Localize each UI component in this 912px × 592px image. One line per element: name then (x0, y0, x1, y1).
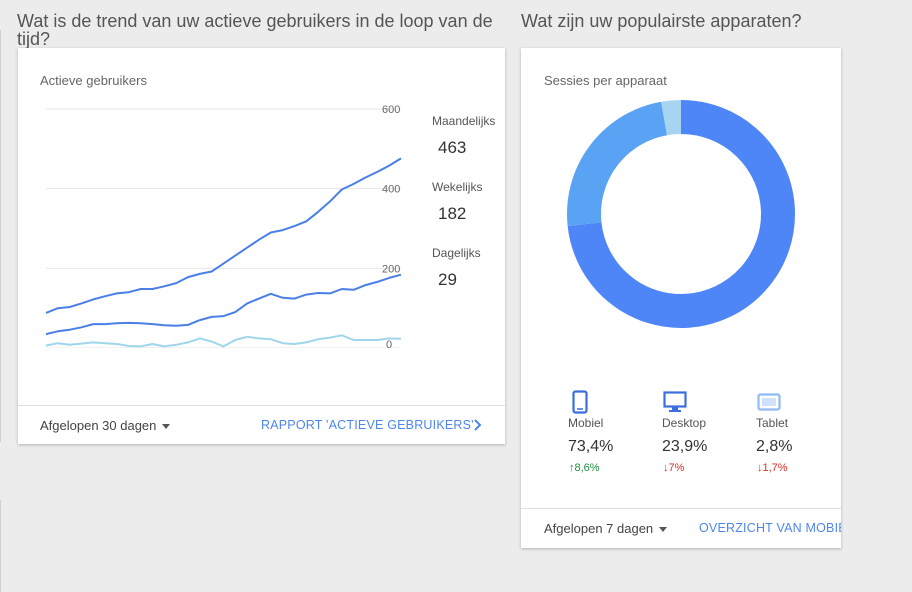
device-label-desktop: Desktop (662, 416, 707, 430)
caret-down-icon (162, 424, 171, 430)
card-title: Actieve gebruikers (40, 73, 147, 88)
chevron-right-icon[interactable] (473, 419, 483, 431)
donut-slice-mobiel (567, 100, 795, 328)
date-range-dropdown[interactable]: Afgelopen 7 dagen (544, 521, 668, 536)
donut-slice-tablet (661, 99, 682, 136)
date-range-label: Afgelopen 30 dagen (40, 418, 157, 433)
desktop-icon (663, 391, 687, 412)
active-users-report-link[interactable]: RAPPORT 'ACTIEVE GEBRUIKERS' (261, 418, 474, 432)
sessions-donut-chart (567, 99, 795, 328)
arrow-down-icon: ↓ (757, 462, 763, 474)
card-title: Sessies per apparaat (544, 73, 667, 88)
date-range-dropdown[interactable]: Afgelopen 30 dagen (40, 418, 171, 433)
device-percent-mobile: 73,4% (568, 438, 614, 455)
legend-label-monthly: Maandelijks (432, 114, 496, 128)
device-change-tablet: ↓1,7% (757, 462, 788, 474)
donut-slice-desktop (567, 101, 668, 226)
y-tick-label: 400 (382, 184, 400, 196)
device-percent-tablet: 2,8% (756, 438, 793, 455)
caret-down-icon (659, 527, 668, 533)
device-label-tablet: Tablet (756, 416, 789, 430)
legend-label-daily: Dagelijks (432, 246, 481, 260)
device-change-mobile: ↑8,6% (569, 462, 600, 474)
devices-card: Sessies per apparaat Mobiel 73,4% ↑8,6% … (521, 48, 841, 548)
series-line-dagelijks (45, 334, 402, 348)
series-line-maandelijks (45, 157, 402, 314)
y-tick-label: 200 (382, 263, 400, 275)
tablet-icon (757, 393, 781, 411)
devices-heading: Wat zijn uw populairste apparaten? (521, 11, 802, 31)
device-percent-desktop: 23,9% (662, 438, 708, 455)
y-tick-label: 0 (386, 339, 392, 348)
mobile-overview-link[interactable]: OVERZICHT VAN MOBIE (699, 521, 841, 535)
phone-icon (572, 390, 588, 414)
legend-label-weekly: Wekelijks (432, 180, 483, 194)
arrow-down-icon: ↓ (663, 462, 669, 474)
legend-value-weekly: 182 (438, 204, 467, 223)
left-edge-divider-lower (0, 500, 1, 592)
card-footer-divider (521, 508, 841, 509)
date-range-label: Afgelopen 7 dagen (544, 521, 654, 536)
device-change-desktop: ↓7% (663, 462, 685, 474)
legend-value-monthly: 463 (438, 138, 467, 157)
left-edge-divider (0, 30, 1, 442)
arrow-up-icon: ↑ (569, 462, 575, 474)
active-users-heading: Wat is de trend van uw actieve gebruiker… (17, 11, 493, 49)
y-tick-label: 600 (382, 104, 400, 116)
series-line-wekelijks (45, 273, 402, 336)
card-footer-divider (18, 405, 505, 406)
legend-value-daily: 29 (438, 270, 457, 289)
device-label-mobile: Mobiel (568, 416, 604, 430)
